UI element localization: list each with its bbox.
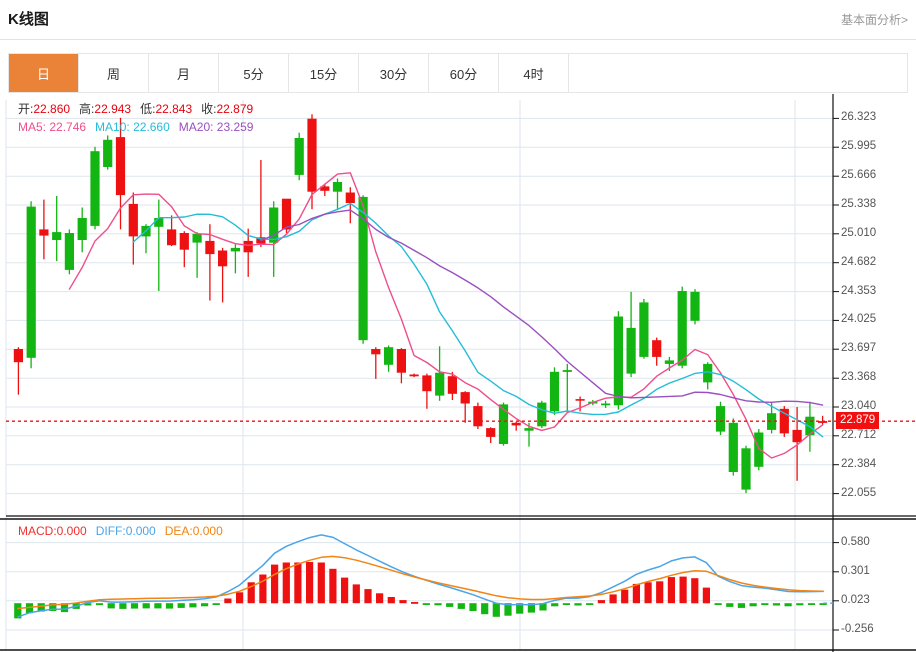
tab-4[interactable]: 15分 <box>289 54 359 92</box>
fundamental-analysis-link[interactable]: 基本面分析> <box>840 13 908 27</box>
tab-6[interactable]: 60分 <box>429 54 499 92</box>
tab-3[interactable]: 5分 <box>219 54 289 92</box>
period-tabbar: 日周月 5分 15分 30分 60分 4时 <box>8 53 908 93</box>
tabbar-filler <box>569 54 908 92</box>
current-price-tag: 22.879 <box>836 412 880 430</box>
tab-5[interactable]: 30分 <box>359 54 429 92</box>
price-chart-panel[interactable]: 开:22.860 高:22.943 低:22.843 收:22.879 MA5: 22… <box>0 94 916 518</box>
candlestick-plot <box>5 94 916 518</box>
macd-plot <box>0 518 916 652</box>
tab-1[interactable]: 周 <box>79 54 149 92</box>
page-header: K线图 基本面分析> <box>0 0 916 40</box>
tab-2[interactable]: 月 <box>149 54 219 92</box>
tab-7[interactable]: 4时 <box>499 54 569 92</box>
page-title: K线图 <box>8 11 49 28</box>
macd-chart-panel[interactable]: MACD:0.000 DIFF:0.000 DEA:0.000 0.580 0.301… <box>0 518 916 652</box>
chart-area[interactable]: 开:22.860 高:22.943 低:22.843 收:22.879 MA5: 22… <box>0 94 916 652</box>
tab-0[interactable]: 日 <box>9 54 79 92</box>
